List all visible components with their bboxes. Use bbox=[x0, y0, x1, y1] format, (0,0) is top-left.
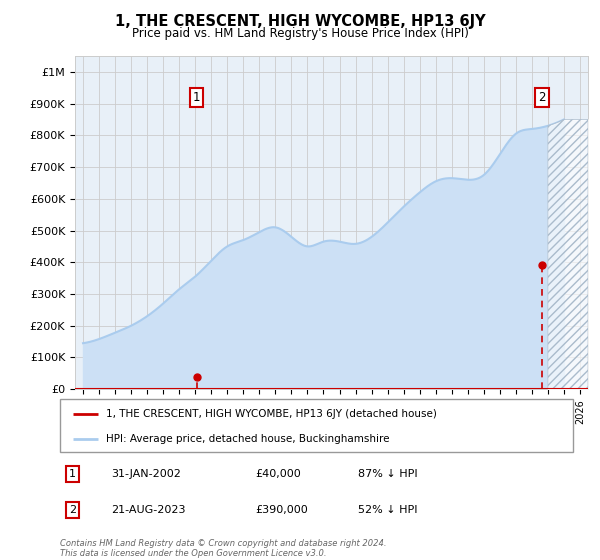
Text: 1: 1 bbox=[193, 91, 200, 104]
Text: 87% ↓ HPI: 87% ↓ HPI bbox=[358, 469, 417, 479]
Text: Price paid vs. HM Land Registry's House Price Index (HPI): Price paid vs. HM Land Registry's House … bbox=[131, 27, 469, 40]
Text: £390,000: £390,000 bbox=[255, 505, 308, 515]
Text: 2: 2 bbox=[538, 91, 546, 104]
FancyBboxPatch shape bbox=[60, 399, 573, 452]
Text: 52% ↓ HPI: 52% ↓ HPI bbox=[358, 505, 417, 515]
Text: 1: 1 bbox=[70, 469, 76, 479]
Text: 1, THE CRESCENT, HIGH WYCOMBE, HP13 6JY (detached house): 1, THE CRESCENT, HIGH WYCOMBE, HP13 6JY … bbox=[106, 409, 437, 419]
Text: Contains HM Land Registry data © Crown copyright and database right 2024.
This d: Contains HM Land Registry data © Crown c… bbox=[60, 539, 386, 558]
Text: 2: 2 bbox=[69, 505, 76, 515]
Text: 31-JAN-2002: 31-JAN-2002 bbox=[112, 469, 181, 479]
Text: 21-AUG-2023: 21-AUG-2023 bbox=[112, 505, 186, 515]
Text: HPI: Average price, detached house, Buckinghamshire: HPI: Average price, detached house, Buck… bbox=[106, 434, 389, 444]
Text: £40,000: £40,000 bbox=[255, 469, 301, 479]
Text: 1, THE CRESCENT, HIGH WYCOMBE, HP13 6JY: 1, THE CRESCENT, HIGH WYCOMBE, HP13 6JY bbox=[115, 14, 485, 29]
